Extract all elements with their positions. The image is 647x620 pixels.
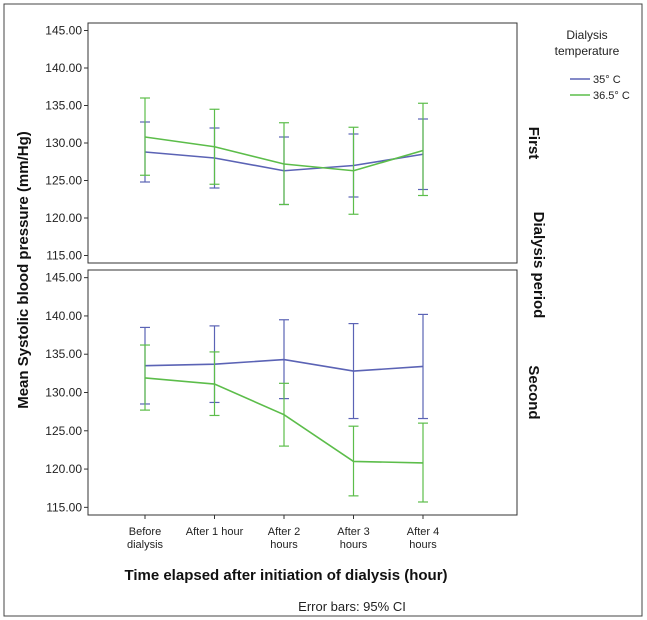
- error-bar: [348, 322, 359, 420]
- legend-title-line-2: temperature: [555, 44, 620, 58]
- y-tick-label: 135.00: [45, 99, 82, 113]
- panel-label-second: Second: [525, 365, 542, 419]
- y-tick-label: 125.00: [45, 424, 82, 438]
- error-bar: [209, 351, 220, 417]
- legend: Dialysis temperature 35° C 36.5° C: [555, 28, 630, 102]
- outer-frame: [3, 3, 643, 617]
- error-bar: [279, 122, 289, 206]
- panel-label-first: First: [525, 127, 542, 160]
- error-bar: [418, 422, 428, 503]
- x-axis-label: Time elapsed after initiation of dialysi…: [124, 567, 447, 584]
- series-36-5-c: [140, 344, 428, 503]
- facet-label: Dialysis period: [530, 212, 547, 319]
- panel-first: 115.00 120.00 125.00 130.00 135.00 140.00 145.…: [45, 22, 542, 264]
- y-axis-label: Mean Systolic blood pressure (mm/Hg): [15, 131, 32, 409]
- y-tick-label: 135.00: [45, 347, 82, 361]
- panel-frame: [87, 22, 518, 264]
- x-tick-label: hours: [340, 539, 368, 551]
- y-tick-label: 145.00: [45, 24, 82, 38]
- x-tick-label: dialysis: [127, 539, 164, 551]
- x-tick-label: hours: [409, 539, 437, 551]
- error-bar: [209, 108, 220, 185]
- y-tick-label: 125.00: [45, 174, 82, 188]
- panel-frame: [87, 269, 518, 516]
- panel-second: 115.00 120.00 125.00 130.00 135.00 140.00 145.…: [45, 269, 542, 516]
- x-tick-label: After 4: [407, 526, 439, 538]
- error-bar: [418, 313, 428, 420]
- y-tick-label: 115.00: [46, 500, 82, 514]
- error-bar-note: Error bars: 95% CI: [298, 599, 406, 614]
- error-bar: [348, 126, 359, 215]
- error-bar: [140, 344, 150, 411]
- y-tick-label: 145.00: [45, 271, 82, 285]
- y-tick-label: 120.00: [45, 211, 82, 225]
- x-tick-label: After 1 hour: [186, 526, 244, 538]
- series-36-5-c: [140, 97, 428, 215]
- y-tick-label: 140.00: [45, 309, 82, 323]
- error-bar: [418, 102, 428, 197]
- y-tick-label: 115.00: [46, 249, 82, 263]
- y-tick-label: 130.00: [45, 386, 82, 400]
- error-bar: [140, 97, 150, 176]
- y-tick-label: 130.00: [45, 136, 82, 150]
- x-tick-label: hours: [270, 539, 298, 551]
- x-tick-label: After 3: [337, 526, 369, 538]
- error-bar: [279, 382, 289, 447]
- panels: 115.00 120.00 125.00 130.00 135.00 140.00 145.…: [45, 22, 542, 516]
- x-tick-label: Before: [129, 526, 161, 538]
- x-tick-label: After 2: [268, 526, 300, 538]
- y-tick-label: 120.00: [45, 462, 82, 476]
- y-tick-label: 140.00: [45, 61, 82, 75]
- legend-label-35c: 35° C: [593, 74, 621, 86]
- legend-label-36-5c: 36.5° C: [593, 90, 630, 102]
- legend-title-line-1: Dialysis: [566, 28, 607, 42]
- error-bar: [348, 425, 359, 497]
